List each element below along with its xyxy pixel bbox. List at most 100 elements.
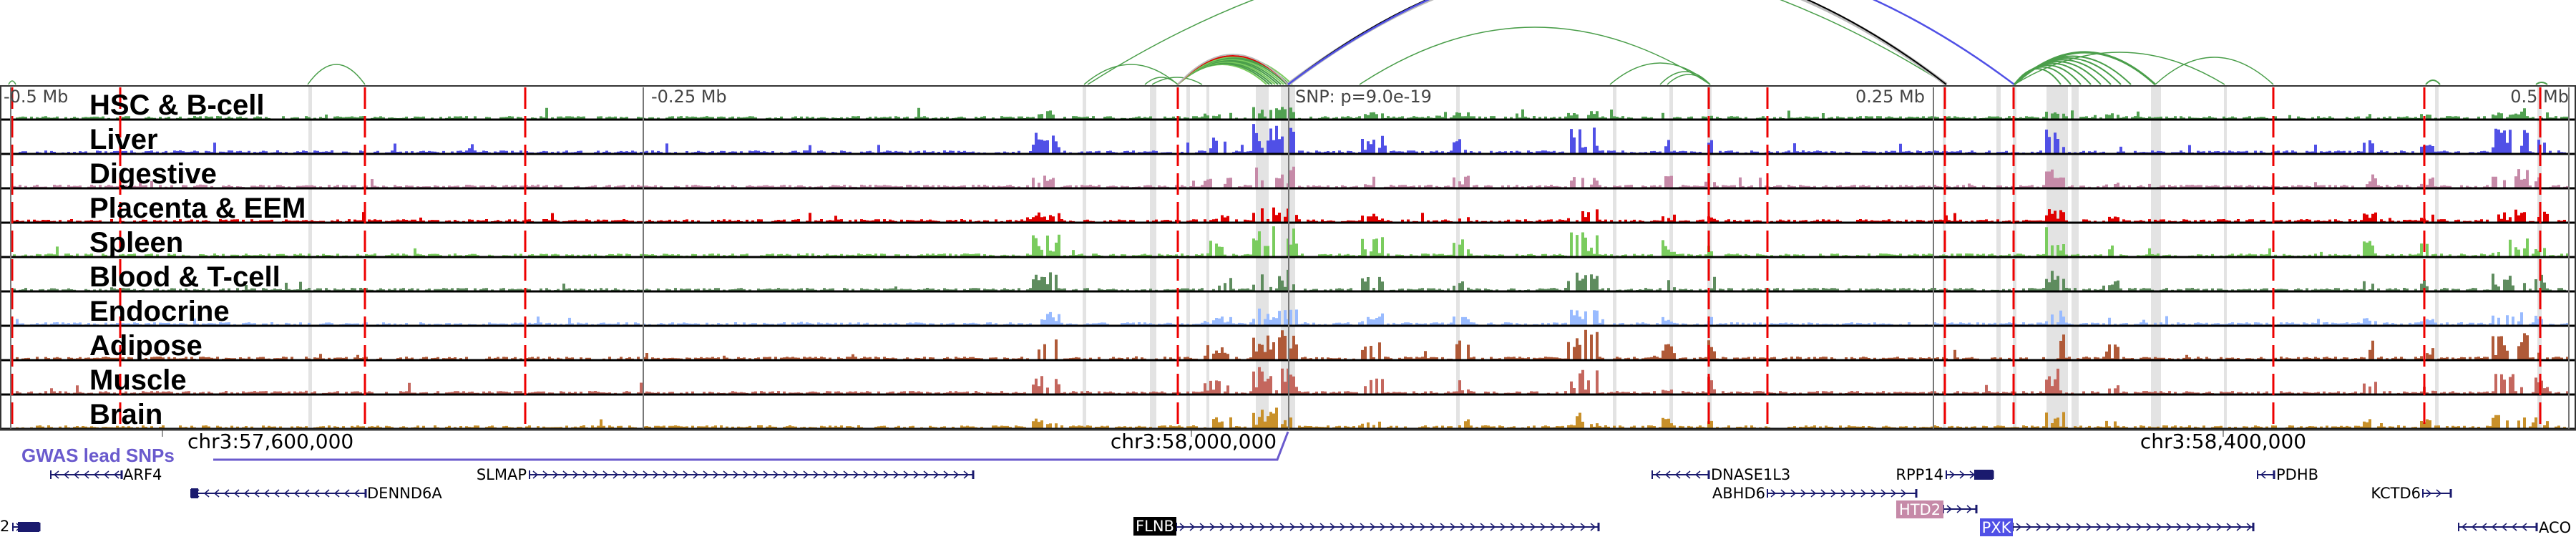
strand-arrow-left-icon <box>63 470 69 479</box>
gene-box-flnb <box>1133 517 1176 536</box>
track-label-spleen: Spleen <box>89 227 183 258</box>
gene-label-rpp14[interactable]: RPP14 <box>1896 466 1943 483</box>
axis-tick-label: 0.5 Mb <box>2510 87 2569 107</box>
strand-arrow-left-icon <box>2461 523 2467 531</box>
strand-arrow-right-icon <box>2086 523 2092 531</box>
strand-arrow-right-icon <box>883 470 889 479</box>
strand-arrow-left-icon <box>303 489 310 498</box>
strand-arrow-right-icon <box>1390 523 1396 531</box>
strand-arrow-right-icon <box>1780 489 1787 498</box>
strand-arrow-right-icon <box>1460 523 1466 531</box>
signal-track-bars <box>13 226 2569 256</box>
strand-arrow-left-icon <box>243 489 250 498</box>
strand-arrow-right-icon <box>2176 523 2182 531</box>
loop-arc <box>1287 0 2015 86</box>
strand-arrow-right-icon <box>1410 523 1416 531</box>
strand-arrow-left-icon <box>253 489 260 498</box>
axis-tick-label: -0.25 Mb <box>651 87 727 107</box>
strand-arrow-right-icon <box>623 470 629 479</box>
strand-arrow-right-icon <box>713 470 719 479</box>
strand-arrow-left-icon <box>283 489 290 498</box>
strand-arrow-right-icon <box>1959 470 1966 479</box>
coordinate-label: chr3:58,000,000 <box>1111 430 1277 453</box>
strand-arrow-right-icon <box>873 470 879 479</box>
strand-arrow-left-icon <box>343 489 350 498</box>
strand-arrow-right-icon <box>1470 523 1476 531</box>
gene-label-aco[interactable]: ACO <box>2539 519 2571 536</box>
strand-arrow-left-icon <box>263 489 270 498</box>
gene-label-abhd6[interactable]: ABHD6 <box>1712 485 1765 502</box>
gene-label-kctd6[interactable]: KCTD6 <box>2371 485 2421 502</box>
gene-label-arf4[interactable]: ARF4 <box>123 466 162 483</box>
strand-arrow-left-icon <box>333 489 340 498</box>
strand-arrow-right-icon <box>1239 523 1246 531</box>
gene-exon-block <box>18 522 39 532</box>
strand-arrow-left-icon <box>273 489 280 498</box>
strand-arrow-right-icon <box>663 470 669 479</box>
strand-arrow-right-icon <box>1956 505 1963 513</box>
strand-arrow-right-icon <box>2246 523 2253 531</box>
strand-arrow-left-icon <box>103 470 109 479</box>
strand-arrow-right-icon <box>552 470 559 479</box>
strand-arrow-right-icon <box>1309 523 1316 531</box>
strand-arrow-right-icon <box>1800 489 1807 498</box>
loop-arc <box>2155 57 2274 85</box>
signal-track-bars <box>16 107 2569 119</box>
strand-arrow-right-icon <box>1550 523 1556 531</box>
strand-arrow-left-icon <box>1664 470 1671 479</box>
strand-arrow-right-icon <box>683 470 689 479</box>
strand-arrow-left-icon <box>203 489 210 498</box>
gene-label-slmap[interactable]: SLMAP <box>477 466 527 483</box>
strand-arrow-right-icon <box>833 470 839 479</box>
strand-arrow-left-icon <box>233 489 240 498</box>
strand-arrow-right-icon <box>1860 489 1867 498</box>
signal-track-bars <box>16 367 2569 394</box>
strand-arrow-right-icon <box>2036 523 2042 531</box>
strand-arrow-right-icon <box>1380 523 1386 531</box>
strand-arrow-right-icon <box>1279 523 1286 531</box>
loop-arc <box>8 80 16 85</box>
strand-arrow-right-icon <box>633 470 639 479</box>
strand-arrow-right-icon <box>733 470 739 479</box>
strand-arrow-right-icon <box>1500 523 1506 531</box>
gene-label-dnase1l3[interactable]: DNASE1L3 <box>1711 466 1790 483</box>
gene-exon-block <box>1974 470 1993 480</box>
strand-arrow-right-icon <box>602 470 609 479</box>
strand-arrow-right-icon <box>1840 489 1847 498</box>
strand-arrow-right-icon <box>2076 523 2082 531</box>
strand-arrow-right-icon <box>1890 489 1897 498</box>
strand-arrow-right-icon <box>1229 523 1236 531</box>
strand-arrow-left-icon <box>323 489 330 498</box>
strand-arrow-right-icon <box>1770 489 1777 498</box>
strand-arrow-right-icon <box>1420 523 1426 531</box>
strand-arrow-right-icon <box>1830 489 1837 498</box>
strand-arrow-right-icon <box>613 470 619 479</box>
strand-arrow-right-icon <box>1400 523 1406 531</box>
gwas-lead-snps-label: GWAS lead SNPs <box>21 445 175 466</box>
track-label-digestive: Digestive <box>89 158 217 190</box>
strand-arrow-right-icon <box>1219 523 1226 531</box>
strand-arrow-right-icon <box>903 470 909 479</box>
strand-arrow-left-icon <box>83 470 89 479</box>
strand-arrow-right-icon <box>1269 523 1276 531</box>
strand-arrow-right-icon <box>1480 523 1486 531</box>
gene-label-partial: 2 <box>0 518 9 535</box>
strand-arrow-right-icon <box>933 470 940 479</box>
loop-arc <box>1083 64 1179 85</box>
gene-label-flnb[interactable]: FLNB <box>1136 518 1174 535</box>
strand-arrow-right-icon <box>1810 489 1817 498</box>
strand-arrow-right-icon <box>2106 523 2112 531</box>
strand-arrow-right-icon <box>953 470 960 479</box>
gene-label-pxk[interactable]: PXK <box>1982 519 2012 536</box>
signal-track-bars <box>16 407 2566 428</box>
gene-label-dennd6a[interactable]: DENND6A <box>367 485 442 502</box>
strand-arrow-left-icon <box>2511 523 2517 531</box>
gene-label-htd2[interactable]: HTD2 <box>1899 501 1941 518</box>
strand-arrow-left-icon <box>1694 470 1701 479</box>
strand-arrow-left-icon <box>1674 470 1681 479</box>
strand-arrow-left-icon <box>2481 523 2487 531</box>
strand-arrow-right-icon <box>1530 523 1536 531</box>
strand-arrow-right-icon <box>763 470 769 479</box>
gene-label-pdhb[interactable]: PDHB <box>2276 466 2318 483</box>
